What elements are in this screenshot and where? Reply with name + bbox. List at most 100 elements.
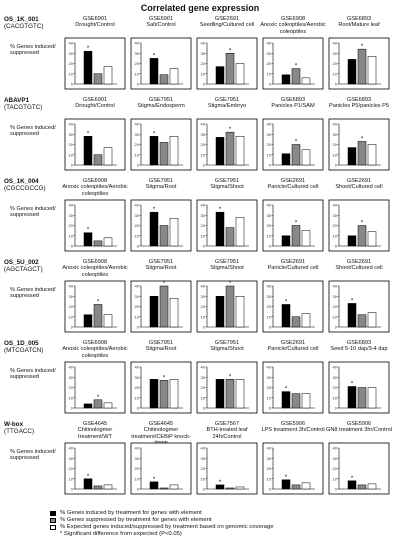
panel-title: GSE7951 Stigma/Shoot (194, 340, 260, 353)
significance-star: * (163, 375, 166, 381)
panel-title: GSE7951 Stigma/Root (128, 178, 194, 191)
panel-title: GSE2691 Shoot/Cultured cell (326, 259, 392, 272)
bar-induced (281, 304, 291, 328)
y-tick-label: 0 (137, 406, 140, 411)
bar-expected (103, 484, 113, 490)
panel-title: GSE7951 Stigma/Shoot (194, 259, 260, 272)
significance-star: * (153, 131, 156, 137)
bar-expected (169, 218, 179, 247)
bar-suppressed (159, 74, 169, 85)
y-tick-label: 20 (135, 223, 140, 228)
y-tick-label: 20 (267, 142, 272, 147)
panel-title: GSE6908 Anoxic coleoptiles/Aerobic coleop… (260, 16, 326, 35)
y-tick-label: 40 (267, 203, 272, 208)
y-tick-label: 20 (201, 304, 206, 309)
panel-title: GSE7951 Stigma/Shoot (194, 178, 260, 191)
bar-suppressed (357, 484, 367, 490)
panel-gse-id: GSE2691 (346, 178, 372, 184)
significance-star: * (295, 140, 298, 146)
y-tick-label: 40 (333, 122, 338, 127)
motif-label: ABAVP1 (TACGTGTC) (4, 97, 62, 111)
y-tick-label: 40 (201, 203, 206, 208)
motif-label: OS_1K_001 (CACGTGTC) (4, 16, 62, 30)
significance-star: * (219, 480, 222, 486)
y-tick-label: 30 (201, 456, 206, 461)
legend-item-expected: % Expected genes induced/suppressed by t… (50, 524, 274, 531)
motif-sequence: (TACGTGTC) (4, 104, 43, 112)
y-tick-label: 30 (135, 294, 140, 299)
bar-suppressed (357, 225, 367, 247)
panel-condition: Anoxic coleoptiles/Aerobic coleoptiles (62, 265, 128, 278)
significance-star: * (285, 475, 288, 481)
panel-condition: BTH-treated leaf 24h/Control (206, 427, 248, 440)
bar-suppressed (291, 484, 301, 490)
bar-expected (367, 56, 377, 85)
legend-label-induced: % Genes induced by treatment for genes w… (60, 510, 202, 516)
significance-star: * (87, 131, 90, 137)
significance-star: * (87, 46, 90, 52)
y-tick-label: 30 (201, 375, 206, 380)
bar-expected (169, 298, 179, 328)
bar-suppressed (225, 285, 235, 328)
bar-induced (347, 235, 357, 247)
bar-induced (215, 66, 225, 85)
bar-suppressed (225, 53, 235, 85)
bar-expected (235, 63, 245, 85)
bar-suppressed (93, 485, 103, 490)
y-tick-label: 20 (333, 223, 338, 228)
y-tick-label: 20 (267, 466, 272, 471)
significance-star: * (87, 228, 90, 234)
panel-condition: Salt/Control (146, 22, 176, 29)
panel-title: GSE6893 Panicles P1/SAM (260, 97, 326, 110)
y-tick-label: 20 (69, 142, 74, 147)
bar-suppressed (357, 314, 367, 328)
y-tick-label: 0 (269, 325, 272, 330)
panel-gse-id: GSE7951 (214, 97, 240, 103)
panel-gse-id: GSE2691 (280, 259, 306, 265)
y-tick-label: 20 (135, 466, 140, 471)
y-tick-label: 20 (267, 304, 272, 309)
bar-suppressed (291, 316, 301, 328)
y-tick-label: 20 (69, 466, 74, 471)
panel-title: GSE6893 Panicles P5/panicles P5 (326, 97, 392, 110)
y-tick-label: 30 (333, 213, 338, 218)
y-tick-label: 30 (69, 51, 74, 56)
y-tick-label: 0 (203, 487, 206, 492)
panel-condition: Stigma/Shoot (210, 265, 244, 272)
motif-name: OS_1K_004 (4, 178, 39, 185)
significance-star: * (153, 53, 156, 59)
bar-expected (169, 68, 179, 85)
y-tick-label: 20 (201, 142, 206, 147)
y-tick-label: 10 (333, 233, 338, 238)
bar-induced (215, 484, 225, 490)
panel-gse-id: GSE6908 (82, 340, 108, 346)
panel-title: GSE7951 Stigma/Root (128, 259, 194, 272)
y-tick-label: 10 (333, 71, 338, 76)
y-tick-label: 0 (203, 244, 206, 249)
y-tick-label: 0 (269, 163, 272, 168)
y-tick-label: 10 (201, 71, 206, 76)
panel-condition: Root/Mature leaf (338, 22, 380, 29)
bar-expected (367, 231, 377, 247)
bar-expected (235, 136, 245, 166)
y-tick-label: 40 (201, 41, 206, 46)
panel-gse-id: GSE6901 (148, 16, 174, 22)
y-tick-label: 10 (267, 71, 272, 76)
bar-suppressed (93, 304, 103, 328)
motif-name: OS_5U_002 (4, 259, 39, 266)
significance-star: * (295, 221, 298, 227)
y-tick-label: 40 (267, 122, 272, 127)
bar-expected (367, 312, 377, 328)
panel-title: GSE6901 Drought/Control (62, 97, 128, 110)
motif-sequence: (CGCCGCCG) (4, 185, 46, 193)
bar-induced (347, 59, 357, 85)
y-tick-label: 10 (201, 395, 206, 400)
panel-title: GSE4645 Chitinologmer treatment/WT (62, 421, 128, 440)
panel-gse-id: GSE7567 (214, 421, 240, 427)
panel-gse-id: GSE6901 (82, 97, 108, 103)
panel-condition: Stigma/Embryo (207, 103, 247, 110)
bar-expected (169, 379, 179, 409)
bar-expected (301, 77, 311, 85)
y-tick-label: 40 (333, 446, 338, 451)
